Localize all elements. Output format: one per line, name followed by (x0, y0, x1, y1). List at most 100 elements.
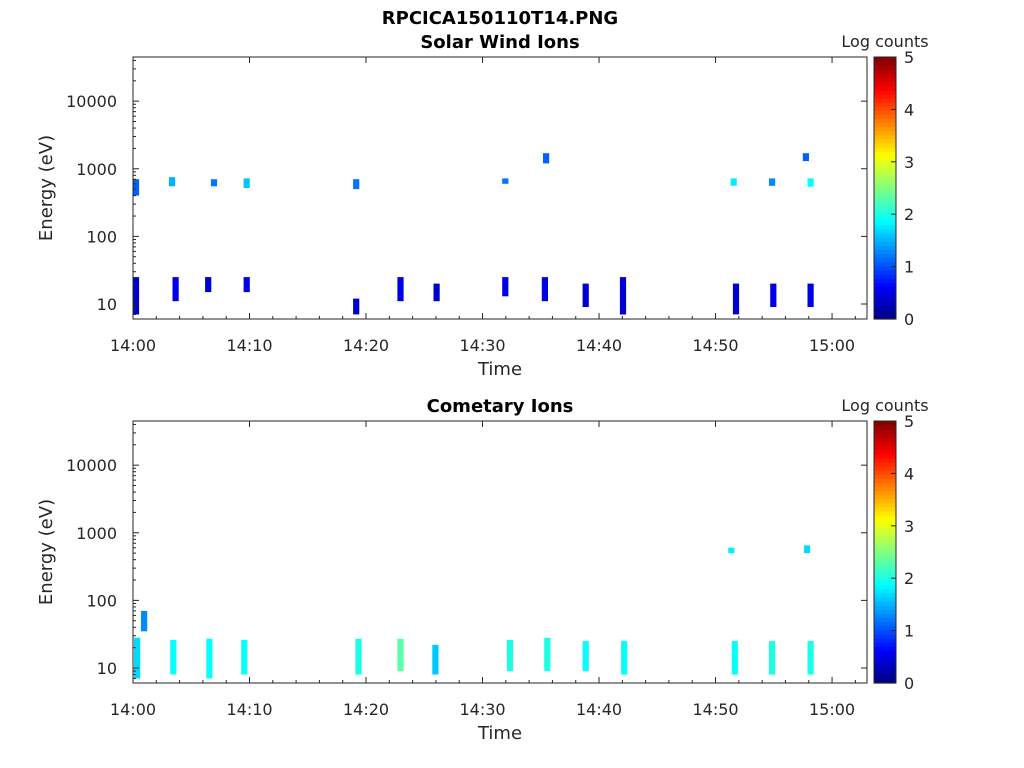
colorbar-segment (874, 208, 896, 214)
y-tick-label: 100 (86, 227, 117, 246)
colorbar-segment (874, 449, 896, 455)
colorbar-segment (874, 61, 896, 66)
colorbar-segment (874, 73, 896, 79)
colorbar-segment (874, 290, 896, 296)
heatmap-cell (353, 179, 360, 190)
heatmap-cell (205, 277, 212, 293)
colorbar-segment (874, 241, 896, 246)
x-tick-label: 14:10 (226, 336, 272, 355)
colorbar-tick-label: 1 (904, 258, 914, 277)
colorbar-segment (874, 519, 896, 524)
colorbar-segment (874, 273, 896, 279)
colorbar-segment (874, 155, 896, 160)
colorbar-frame (873, 56, 897, 320)
colorbar-segment (874, 478, 896, 483)
colorbar-segment (874, 658, 896, 664)
colorbar-segment (874, 441, 896, 447)
colorbar-segment (874, 556, 896, 561)
heatmap-cell (621, 641, 628, 675)
heatmap-cell (619, 277, 627, 315)
heatmap-cell (731, 641, 738, 675)
heatmap-cell (807, 641, 814, 675)
y-tick-label: 1000 (76, 524, 117, 543)
colorbar-segment (874, 69, 896, 74)
x-tick-label: 14:30 (459, 700, 505, 719)
colorbar-segment (874, 159, 896, 165)
x-tick-label: 14:50 (692, 700, 738, 719)
colorbar-segment (874, 421, 896, 426)
colorbar-segment (874, 527, 896, 533)
x-tick-label: 15:00 (809, 700, 855, 719)
colorbar-segment (874, 539, 896, 545)
heatmap-cell (807, 283, 814, 307)
colorbar-segment (874, 425, 896, 430)
heatmap-cells (132, 153, 814, 315)
colorbar-segment (874, 642, 896, 647)
colorbar-segment (874, 560, 896, 565)
colorbar-segment (874, 597, 896, 602)
colorbar-segment (874, 617, 896, 623)
colorbar-segment (874, 302, 896, 308)
heatmap-cell (397, 277, 404, 302)
heatmap-cell (543, 153, 550, 164)
heatmap-cell (582, 283, 589, 307)
colorbar-segment (874, 249, 896, 255)
heatmap-cell (541, 277, 548, 302)
colorbar-segment (874, 200, 896, 205)
colorbar-segment (874, 445, 896, 451)
y-tick-label: 10000 (66, 456, 117, 475)
heatmap-cell (807, 178, 814, 187)
colorbar-segment (874, 457, 896, 463)
colorbar-segment (874, 233, 896, 238)
colorbar-segment (874, 498, 896, 504)
colorbar-tick-label: 1 (904, 622, 914, 641)
heatmap-cell (134, 637, 141, 679)
heatmap-cell (243, 178, 250, 188)
colorbar-segment (874, 278, 896, 283)
colorbar-segment (874, 568, 896, 574)
heatmap-cell (132, 277, 140, 315)
x-tick-label: 14:50 (692, 336, 738, 355)
colorbar-segment (874, 674, 896, 680)
heatmap-cell (243, 277, 250, 293)
colorbar-segment (874, 515, 896, 520)
heatmap-cell (582, 641, 589, 672)
heatmap-cell (804, 545, 811, 554)
x-tick-label: 14:00 (110, 700, 156, 719)
colorbar-segment (874, 613, 896, 619)
x-tick-label: 14:00 (110, 336, 156, 355)
y-tick-label: 100 (86, 591, 117, 610)
colorbar-segment (874, 629, 896, 635)
y-tick-label: 10 (97, 295, 117, 314)
colorbar-segment (874, 543, 896, 549)
colorbar-segment (874, 265, 896, 271)
colorbar-segment (874, 192, 896, 197)
heatmap-cell (172, 277, 179, 302)
colorbar-segment (874, 102, 896, 107)
colorbar-segment (874, 314, 896, 320)
colorbar-tick-label: 5 (904, 412, 914, 431)
panel-solar-wind-ions: 14:00 14:10 14:20 14:30 14:40 14:50 15:0010100… (36, 8, 929, 380)
panel-title: Cometary Ions (427, 396, 574, 417)
heatmap-cell (353, 298, 360, 315)
colorbar-segment (874, 224, 896, 230)
heatmap-cell (355, 638, 362, 675)
plot-frame (132, 56, 868, 320)
colorbar-segment (874, 89, 896, 95)
colorbar-segment (874, 621, 896, 627)
colorbar-segment (874, 666, 896, 672)
colorbar-tick-label: 3 (904, 153, 914, 172)
colorbar-segment (874, 605, 896, 610)
colorbar-segment (874, 502, 896, 508)
colorbar-segment (874, 138, 896, 144)
heatmap-cell (770, 283, 777, 307)
colorbar-segment (874, 552, 896, 557)
colorbar-tick-label: 4 (904, 100, 914, 119)
colorbar-segment (874, 625, 896, 631)
heatmap-cell (169, 177, 176, 187)
colorbar-segment (874, 437, 896, 443)
colorbar-segment (874, 490, 896, 496)
colorbar-segment (874, 470, 896, 475)
